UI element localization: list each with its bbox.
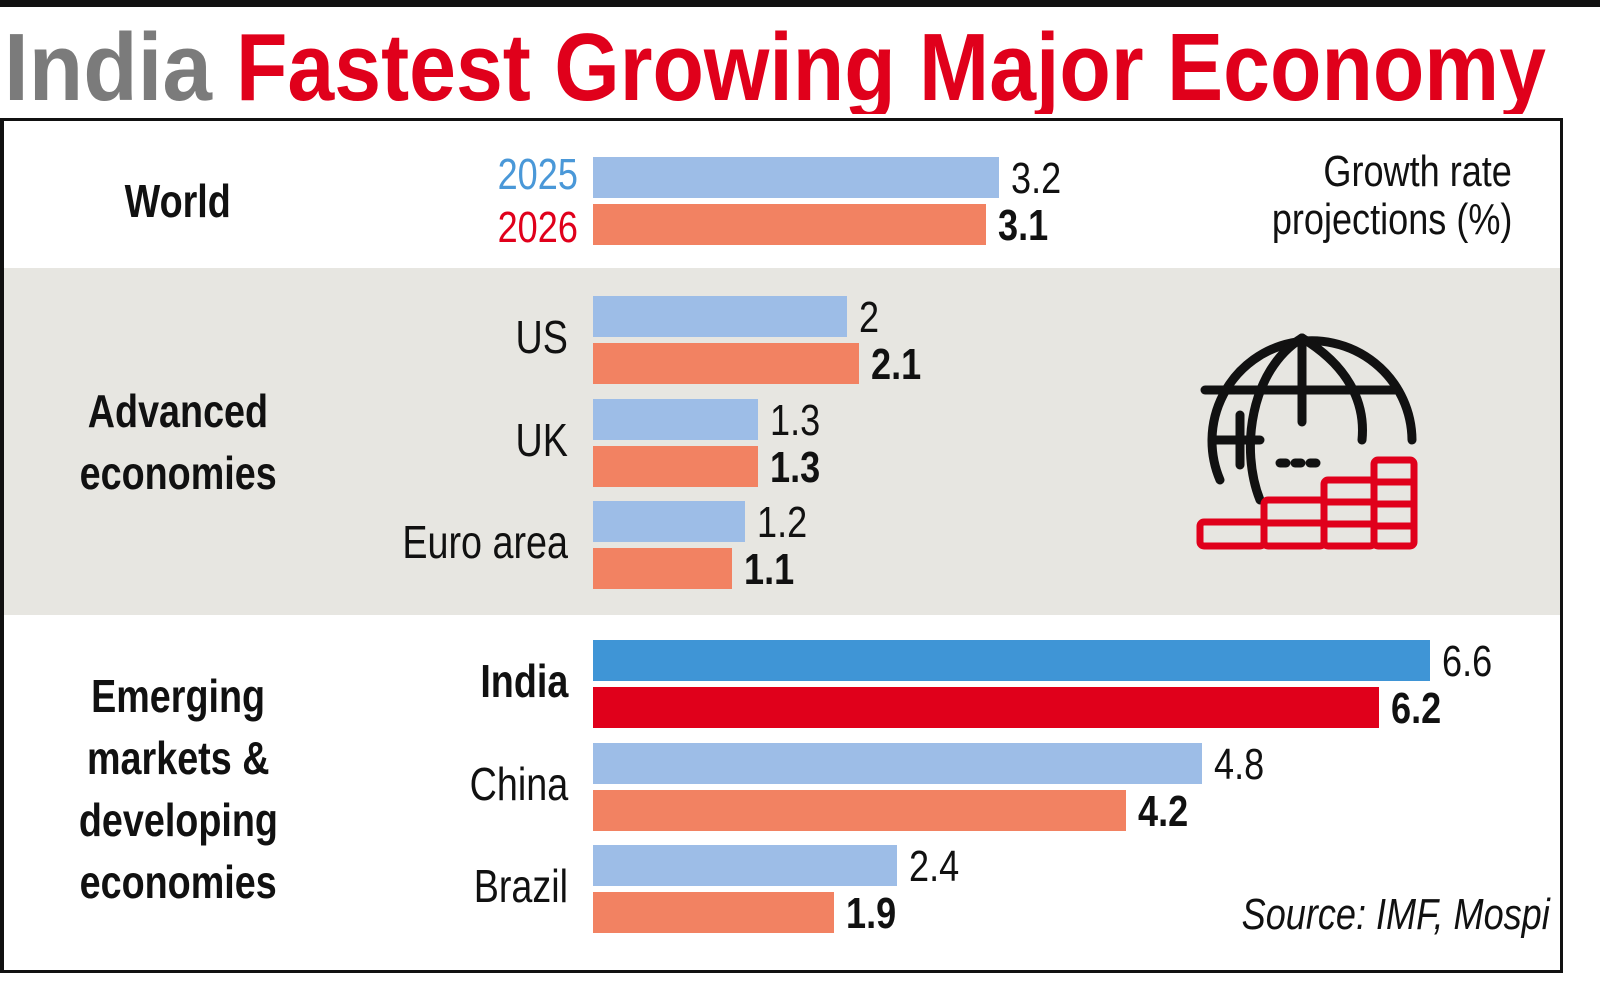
source-note: Source: IMF, Mospi bbox=[1241, 890, 1550, 939]
bar-2026 bbox=[593, 446, 758, 487]
value-label: 6.2 bbox=[1391, 684, 1442, 733]
category-label: Brazil bbox=[473, 860, 568, 912]
category-label: China bbox=[469, 758, 568, 810]
value-label: 4.8 bbox=[1213, 740, 1264, 789]
bar-2025 bbox=[593, 743, 1202, 784]
value-label: 1.9 bbox=[845, 889, 897, 938]
legend-2025: 2025 bbox=[497, 150, 578, 199]
title-part2: Fastest Growing Major Economy bbox=[236, 14, 1546, 114]
title-part1: India bbox=[4, 14, 213, 114]
chart-frame bbox=[0, 118, 1563, 973]
bar-2025 bbox=[593, 157, 999, 198]
value-label: 3.1 bbox=[998, 201, 1049, 250]
value-label: 1.1 bbox=[744, 545, 795, 594]
bar-2026 bbox=[593, 892, 834, 933]
bar-2026 bbox=[593, 548, 733, 589]
group-advanced: Advanced economies bbox=[79, 385, 277, 499]
group-emerging: Emerging markets & developing economies bbox=[78, 670, 278, 908]
value-label: 4.2 bbox=[1137, 787, 1188, 836]
value-label: 2.1 bbox=[871, 340, 922, 389]
bar-2026 bbox=[593, 687, 1380, 728]
bar-2026 bbox=[593, 204, 987, 245]
category-label: UK bbox=[515, 414, 568, 466]
units-note: Growth rate projections (%) bbox=[1271, 147, 1512, 244]
bar-2025 bbox=[593, 296, 847, 337]
chart-title: India Fastest Growing Major Economy bbox=[4, 14, 1546, 114]
bar-2026 bbox=[593, 790, 1126, 831]
bar-2025 bbox=[593, 501, 746, 542]
value-label: 1.3 bbox=[769, 443, 820, 492]
globe-with-coins-icon bbox=[1196, 333, 1418, 550]
category-label: Euro area bbox=[402, 516, 568, 568]
bar-2025 bbox=[593, 399, 758, 440]
value-label: 1.2 bbox=[757, 498, 808, 547]
value-label: 6.6 bbox=[1441, 637, 1493, 686]
value-label: 1.3 bbox=[769, 396, 820, 445]
group-world: World bbox=[124, 175, 232, 227]
category-label: US bbox=[515, 311, 568, 363]
bar-2025 bbox=[593, 845, 898, 886]
legend-2026: 2026 bbox=[497, 203, 578, 252]
bar-2025 bbox=[593, 640, 1430, 681]
top-rule bbox=[0, 0, 1600, 7]
value-label: 3.2 bbox=[1010, 154, 1061, 203]
value-label: 2.4 bbox=[909, 842, 960, 891]
bar-2026 bbox=[593, 343, 860, 384]
value-label: 2 bbox=[858, 293, 879, 342]
category-label: India bbox=[479, 655, 568, 707]
